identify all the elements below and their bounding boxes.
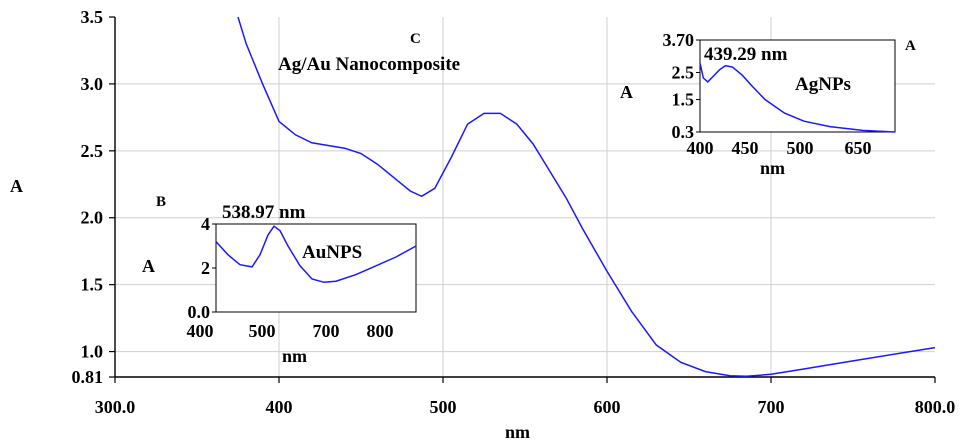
main-y-tick-label: 3.5	[81, 7, 104, 27]
inset-b-plot-area	[215, 223, 417, 313]
inset-a-plot-area	[699, 39, 896, 133]
inset-b-peak-annotation: 538.97 nm	[222, 202, 306, 223]
inset-a-title: AgNPs	[795, 74, 851, 95]
inset-a-y-tick-label: 3.70	[663, 30, 695, 50]
main-axes	[109, 16, 936, 383]
inset-a-x-axis-label: nm	[760, 158, 785, 178]
inset-a-axes	[696, 39, 700, 133]
inset-a-y-tick-label: 0.3	[672, 122, 695, 142]
inset-b-axes	[212, 223, 216, 313]
inset-b-series	[215, 225, 417, 284]
main-y-tick-label: 0.81	[72, 367, 104, 387]
main-chart-title: Ag/Au Nanocomposite	[278, 54, 460, 75]
main-y-tick-label: 1.0	[81, 342, 104, 362]
inset-a-y-tick-label: 2.5	[672, 62, 695, 82]
inset-b-x-tick-label: 800	[367, 321, 394, 341]
inset-a-y-axis-label: A	[620, 82, 633, 102]
inset-a-peak-annotation: 439.29 nm	[704, 44, 788, 65]
inset-a-panel-label: A	[905, 38, 916, 54]
inset-b-y-axis-label: A	[142, 256, 155, 276]
inset-b-y-tick-label: 2	[201, 258, 210, 278]
main-x-tick-label: 600	[594, 397, 621, 417]
inset-b-x-tick-label: 500	[249, 321, 276, 341]
main-x-tick-label: 700	[758, 397, 785, 417]
inset-b-x-tick-label: 700	[313, 321, 340, 341]
main-x-tick-label: 300.0	[95, 397, 136, 417]
inset-b-series-line	[215, 225, 417, 284]
inset-b-y-tick-label: 0.0	[188, 302, 211, 322]
inset-b-tick-labels: 400 500 700 800 4 2 0.0	[187, 214, 394, 341]
main-y-tick-label: 3.0	[81, 74, 104, 94]
inset-a-x-tick-label: 650	[845, 138, 872, 158]
inset-a-x-tick-label: 450	[732, 138, 759, 158]
inset-a-series-line	[699, 62, 896, 133]
inset-b-title: AuNPS	[302, 242, 362, 263]
main-x-axis-label: nm	[505, 422, 530, 442]
main-tick-labels: 3.5 3.0 2.5 2.0 1.5 1.0 0.81 300.0 400 500 600 700 8…	[72, 7, 956, 417]
main-y-tick-label: 2.0	[81, 208, 104, 228]
main-y-tick-label: 2.5	[81, 141, 104, 161]
inset-b-y-tick-label: 4	[201, 214, 210, 234]
main-x-tick-label: 800.0	[915, 397, 956, 417]
main-x-tick-label: 400	[266, 397, 293, 417]
inset-b-panel-label: B	[156, 194, 166, 210]
main-series	[237, 16, 936, 378]
main-panel-label: C	[410, 31, 421, 47]
main-y-tick-label: 1.5	[81, 275, 104, 295]
inset-b-x-axis-label: nm	[282, 346, 307, 366]
main-y-axis-label: A	[10, 176, 23, 196]
main-series-line	[237, 16, 936, 378]
inset-a-x-tick-label: 500	[787, 138, 814, 158]
inset-a-tick-labels: 400 450 500 650 3.70 2.5 1.5 0.3	[663, 30, 872, 158]
main-x-tick-label: 500	[430, 397, 457, 417]
inset-a-y-tick-label: 1.5	[672, 90, 695, 110]
inset-a-series	[699, 62, 896, 133]
inset-b-x-tick-label: 400	[187, 321, 214, 341]
inset-a-x-tick-label: 400	[687, 138, 714, 158]
